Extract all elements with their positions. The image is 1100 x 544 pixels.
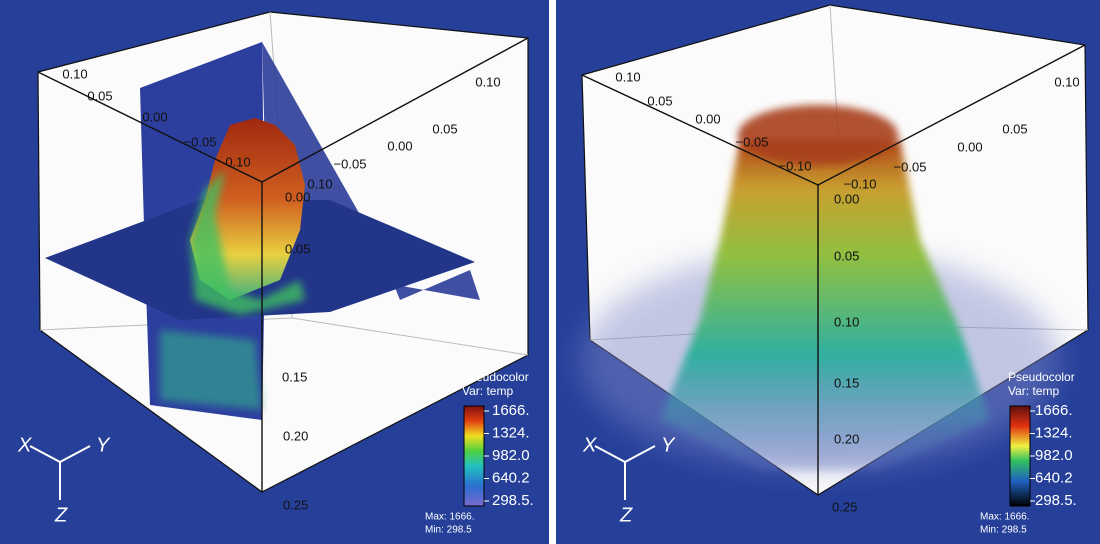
color-bar-label: 1666. (1035, 402, 1073, 419)
color-bar (464, 406, 484, 506)
axis-tick-label: 0.10 (615, 69, 640, 84)
axis-triad-label: X (582, 434, 597, 456)
axis-tick-label: 0.05 (834, 248, 859, 263)
legend-max: Max: 1666. (425, 512, 474, 523)
legend-max: Max: 1666. (980, 512, 1029, 523)
axis-tick-label: 0.10 (834, 314, 859, 329)
axis-tick-label: 0.10 (475, 74, 500, 89)
axis-tick-label: 0.05 (285, 241, 310, 256)
color-bar-label: 1324. (492, 424, 530, 441)
color-bar-label: 298.5. (1035, 492, 1077, 509)
axis-tick-label: 0.25 (283, 497, 308, 512)
color-bar-label: 1324. (1035, 424, 1073, 441)
legend-min: Min: 298.5 (425, 525, 472, 536)
axis-tick-label: 0.05 (647, 93, 672, 108)
axis-tick-label: −0.05 (334, 156, 367, 171)
axis-tick-label: −0.05 (184, 134, 217, 149)
axis-tick-label: 0.05 (432, 121, 457, 136)
legend-variable: Var: temp (1008, 384, 1059, 398)
axis-tick-label: 0.15 (834, 375, 859, 390)
color-bar-label: 1666. (492, 402, 530, 419)
color-bar-label: 640.2 (1035, 469, 1073, 486)
legend-min: Min: 298.5 (980, 525, 1027, 536)
axis-tick-label: 0.10 (62, 66, 87, 81)
axis-tick-label: 0.00 (834, 191, 859, 206)
axis-tick-label: 0.10 (1054, 74, 1079, 89)
axis-tick-label: 0.00 (285, 189, 310, 204)
axis-tick-label: 0.10 (307, 176, 332, 191)
axis-tick-label: 0.00 (695, 111, 720, 126)
figure: 0.100.050.00−0.050.100.100.050.00−0.050.… (0, 0, 1100, 544)
axis-tick-label: 0.20 (834, 431, 859, 446)
axis-tick-label: 0.00 (387, 138, 412, 153)
axis-tick-label: 0.05 (87, 88, 112, 103)
axis-tick-label: 0.00 (957, 139, 982, 154)
axis-tick-label: 0.25 (832, 499, 857, 514)
color-bar (1010, 406, 1030, 506)
color-bar-label: 298.5. (492, 492, 534, 509)
color-bar-label: 982.0 (1035, 447, 1073, 464)
axis-tick-label: 0.00 (142, 109, 167, 124)
axis-triad-label: Z (54, 504, 68, 526)
legend-title: Pseudocolor (1008, 370, 1075, 384)
axis-triad-label: Y (661, 434, 676, 456)
axis-tick-label: −0.05 (894, 159, 927, 174)
axis-tick-label: 0.05 (1002, 121, 1027, 136)
axis-tick-label: 0.20 (283, 428, 308, 443)
legend-title: Pseudocolor (462, 370, 529, 384)
axis-tick-label: 0.15 (282, 369, 307, 384)
color-bar-label: 982.0 (492, 447, 530, 464)
legend-variable: Var: temp (462, 384, 513, 398)
axis-tick-label: −0.10 (844, 176, 877, 191)
axis-tick-label: −0.05 (736, 134, 769, 149)
color-bar-label: 640.2 (492, 469, 530, 486)
axis-tick-label: −0.10 (779, 158, 812, 173)
axis-triad-label: X (17, 434, 32, 456)
axis-tick-label: 0.10 (225, 154, 250, 169)
axis-triad-label: Z (619, 504, 633, 526)
axis-triad-label: Y (96, 434, 111, 456)
temperature-lower (160, 330, 262, 410)
